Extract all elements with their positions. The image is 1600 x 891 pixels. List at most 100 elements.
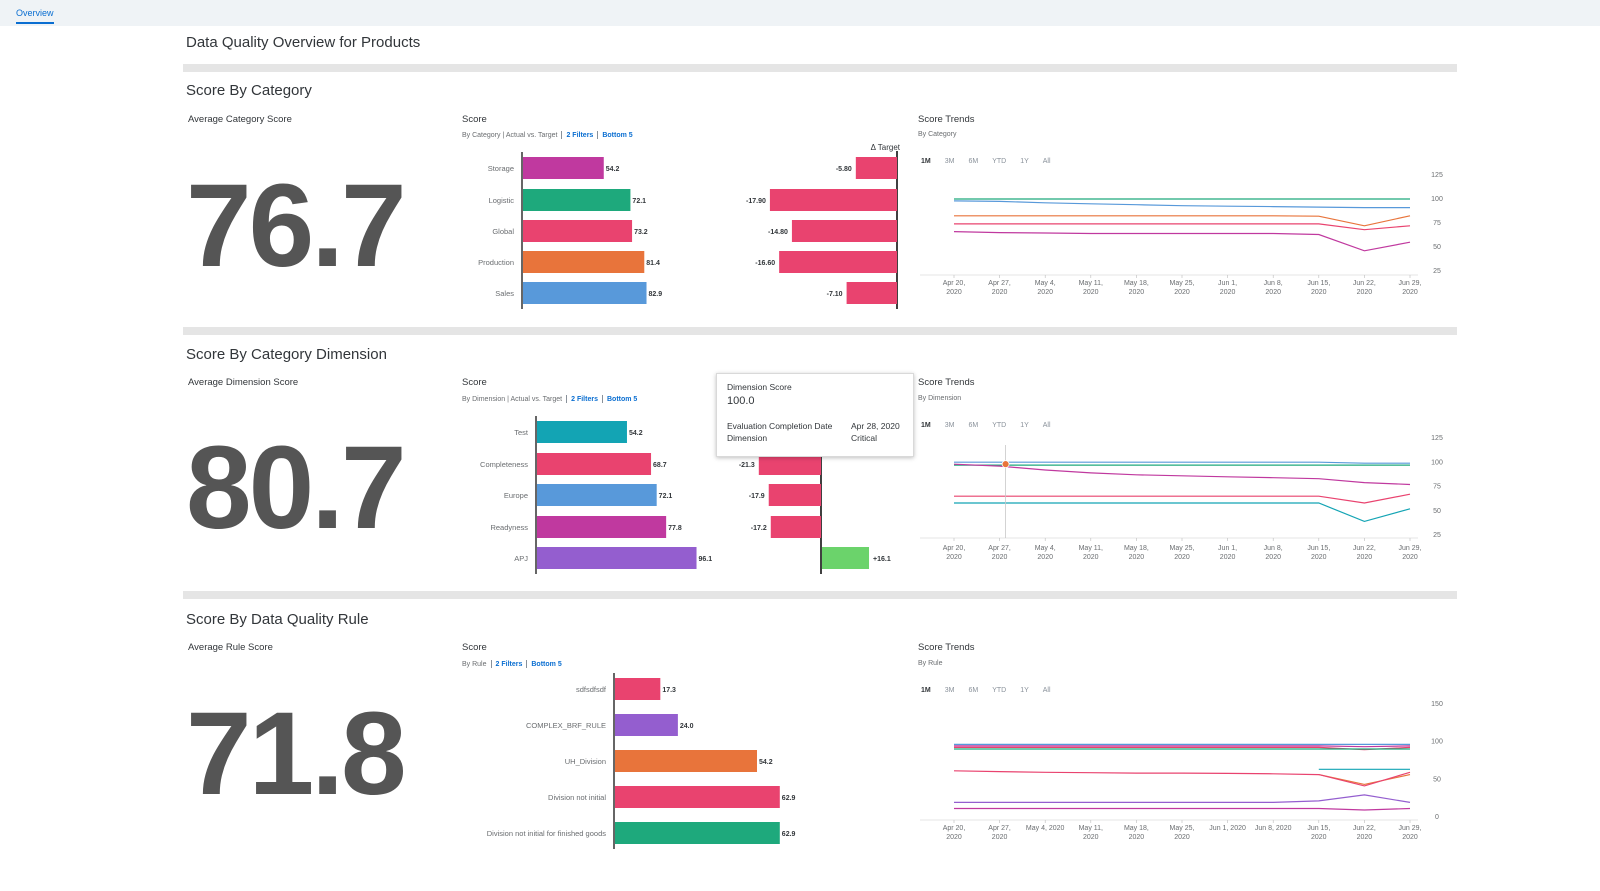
x-tick-label: May 11, 2020 [1079,280,1103,296]
series-line [953,200,1410,209]
bar [615,678,661,700]
x-tick-label: Jun 15, 2020 [1307,545,1330,561]
timeframe-3m[interactable]: 3M [944,158,955,165]
timeframe-ytd[interactable]: YTD [992,158,1007,165]
filters-link[interactable]: 2 Filters [566,131,594,139]
bottom-link[interactable]: Bottom 5 [531,660,562,668]
x-tick-label: Jun 8, 2020 [1264,280,1283,296]
timeframe-all[interactable]: All [1042,422,1051,429]
tab-overview[interactable]: Overview [16,8,54,18]
kpi-value: 80.7 [186,422,407,554]
y-tick-label: 100 [1431,196,1443,203]
trend-card-subtitle: By Rule [918,660,943,667]
timeframe-3m[interactable]: 3M [944,687,955,694]
bar-category-label: Production [478,258,514,267]
bar [615,750,758,772]
y-tick-label: 100 [1431,739,1443,746]
x-tick-label: May 25, 2020 [1170,545,1195,561]
series-line [954,215,1411,227]
tooltip-value: 100.0 [727,395,755,407]
tooltip-date-value: Apr 28, 2020 [851,421,900,431]
delta-value-label: -17.90 [746,198,766,205]
x-tick-label: Jun 22, 2020 [1353,280,1376,296]
bar-value-label: 54.2 [629,430,643,437]
section-title: Score By Category Dimension [186,346,387,363]
bar-value-label: 54.2 [759,759,773,766]
bar [523,189,631,211]
timeframe-3m[interactable]: 3M [944,422,955,429]
bar-category-label: COMPLEX_BRF_RULE [526,721,606,730]
hover-marker [1001,460,1010,469]
timeframe-6m[interactable]: 6M [968,687,979,694]
delta-value-label: -14.80 [768,229,788,236]
series-line [954,461,1410,464]
timeframe-6m[interactable]: 6M [968,422,979,429]
kpi-label: Average Rule Score [188,642,273,653]
timeframe-1m[interactable]: 1M [921,422,931,429]
timeframe-all[interactable]: All [1042,687,1051,694]
score-card-title[interactable]: Score [462,114,487,125]
x-tick-label: May 18, 2020 [1124,545,1149,561]
x-tick-label: Jun 8, 2020 [1264,545,1283,561]
y-tick-label: 50 [1433,508,1441,515]
y-tick-label: 125 [1431,435,1443,442]
y-tick-label: 150 [1431,701,1443,708]
delta-bar [769,189,897,211]
page-title: Data Quality Overview for Products [186,34,421,51]
score-card-subtitle: By Category | Actual vs. Target 2 Filters… [462,131,633,139]
bar-value-label: 82.9 [649,291,663,298]
score-card-title[interactable]: Score [462,642,487,653]
section-title: Score By Category [186,82,312,99]
timeframe-1m[interactable]: 1M [921,687,931,694]
timeframe-1y[interactable]: 1Y [1020,158,1029,165]
bottom-link[interactable]: Bottom 5 [602,131,633,139]
bar-value-label: 54.2 [606,166,620,173]
bar [523,282,647,304]
timeframe-6m[interactable]: 6M [968,158,979,165]
timeframe-1m[interactable]: 1M [921,158,931,165]
bar-value-label: 81.4 [646,260,660,267]
bar-category-label: Division not initial for finished goods [487,829,606,838]
y-tick-label: 50 [1433,776,1441,783]
timeframe-1y[interactable]: 1Y [1020,687,1029,694]
score-card-title[interactable]: Score [462,377,487,388]
x-tick-label: Jun 15, 2020 [1307,825,1330,841]
bar-category-label: Completeness [480,460,528,469]
x-tick-label: Jun 8, 2020 [1255,825,1292,832]
filters-link[interactable]: 2 Filters [571,395,598,403]
bar-value-label: 72.1 [659,493,673,500]
x-tick-label: Apr 20, 2020 [943,280,966,296]
x-tick-label: Apr 27, 2020 [988,280,1011,296]
bottom-link[interactable]: Bottom 5 [606,395,638,403]
series-line [953,770,1411,787]
filters-link[interactable]: 2 Filters [495,660,523,668]
timeframe-1y[interactable]: 1Y [1020,422,1029,429]
trend-card-title[interactable]: Score Trends [918,377,975,388]
score-card-subtitle: By Rule 2 Filters Bottom 5 [462,660,562,668]
x-tick-label: Apr 20, 2020 [943,545,966,561]
bar-category-label: UH_Division [565,757,606,766]
section-divider [183,64,1457,72]
x-tick-label: Apr 27, 2020 [988,545,1011,561]
delta-target-title: Δ Target [871,143,901,152]
timeframe-ytd[interactable]: YTD [992,687,1007,694]
bar-value-label: 62.9 [782,795,796,802]
bar [523,251,645,273]
timeframe-all[interactable]: All [1042,158,1051,165]
series-line [954,745,1411,748]
series-line [954,807,1411,811]
bar-value-label: 77.8 [668,525,682,532]
timeframe-selector: 1M 3M 6M YTD 1Y All [921,687,1065,694]
series-line [954,502,1411,523]
series-line [954,493,1411,504]
series-line [953,231,1411,252]
tab-selected-indicator [16,22,54,24]
x-tick-label: May 25, 2020 [1170,280,1195,296]
trend-card-title[interactable]: Score Trends [918,642,975,653]
timeframe-ytd[interactable]: YTD [992,422,1007,429]
delta-value-label: -17.2 [751,525,767,532]
tooltip-dimension-value: Critical [851,433,877,443]
delta-value-label: -7.10 [827,291,843,298]
trend-card-title[interactable]: Score Trends [918,114,975,125]
delta-bar [846,282,897,304]
